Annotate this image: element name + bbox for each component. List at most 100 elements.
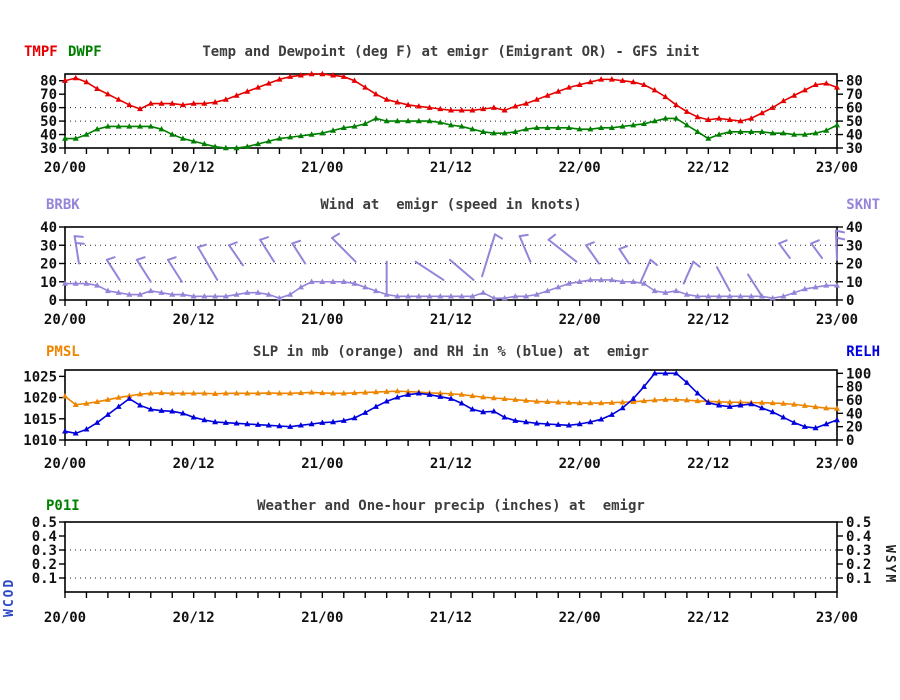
y-tick-label: 30 bbox=[40, 141, 57, 157]
tmpf-marker bbox=[276, 76, 283, 82]
dwpf-marker bbox=[834, 121, 840, 128]
slp-rh-panel-title: SLP in mb (orange) and RH in % (blue) at… bbox=[252, 344, 650, 360]
pmsl-marker bbox=[501, 395, 508, 402]
wind-barb-tick bbox=[518, 233, 529, 238]
y-tick-label: 0.4 bbox=[846, 529, 871, 545]
dwpf-marker bbox=[437, 119, 444, 125]
relh-marker bbox=[662, 370, 669, 376]
pmsl-marker bbox=[437, 390, 444, 396]
y-tick-label: 20 bbox=[40, 257, 57, 273]
wind-barb-staff bbox=[414, 260, 445, 281]
x-tick-label: 20/00 bbox=[44, 610, 86, 626]
x-tick-label: 20/12 bbox=[173, 610, 215, 626]
relh-marker bbox=[308, 420, 315, 427]
relh-marker bbox=[287, 423, 294, 429]
tmpf-marker bbox=[426, 104, 433, 110]
pmsl-marker bbox=[115, 394, 122, 400]
tmpf-marker bbox=[72, 74, 79, 81]
wind-barb-tick bbox=[618, 245, 629, 250]
pmsl-marker bbox=[716, 398, 723, 405]
relh-marker bbox=[694, 390, 701, 396]
sknt-marker bbox=[448, 293, 454, 299]
y-tick-label: 20 bbox=[846, 420, 863, 436]
wind-barb-tick bbox=[74, 242, 85, 245]
relh-marker bbox=[276, 422, 283, 429]
sknt-marker bbox=[598, 276, 605, 283]
tmpf-marker bbox=[705, 116, 712, 122]
tmpf-marker bbox=[104, 90, 111, 97]
sknt-marker bbox=[362, 284, 369, 290]
pmsl-marker bbox=[330, 390, 337, 396]
dwpf-marker bbox=[244, 143, 251, 149]
dwpf-marker bbox=[608, 124, 615, 131]
dwpf-marker bbox=[276, 135, 283, 141]
dwpf-marker bbox=[512, 128, 519, 135]
sknt-marker bbox=[823, 282, 830, 288]
sknt-marker bbox=[340, 278, 347, 284]
x-tick-label: 21/00 bbox=[301, 312, 343, 328]
wind-barb-staff bbox=[259, 238, 276, 263]
tmpf-marker bbox=[147, 100, 154, 106]
sknt-marker bbox=[565, 280, 572, 286]
wind-barb-staff bbox=[639, 258, 652, 283]
dwpf-marker bbox=[705, 135, 712, 141]
x-tick-label: 22/00 bbox=[559, 160, 601, 176]
pmsl-marker bbox=[490, 394, 497, 401]
pmsl-marker bbox=[319, 389, 326, 396]
dwpf-marker bbox=[72, 135, 79, 141]
sknt-marker bbox=[630, 278, 637, 284]
tmpf-marker bbox=[222, 96, 229, 102]
y-tick-label: 0.5 bbox=[32, 515, 57, 531]
sknt-marker bbox=[415, 293, 422, 299]
x-tick-label: 22/00 bbox=[559, 456, 601, 472]
y-tick-label: 40 bbox=[40, 128, 57, 144]
relh-marker bbox=[673, 370, 680, 376]
relh-marker bbox=[83, 426, 90, 432]
y-tick-label: 0.5 bbox=[846, 515, 871, 531]
relh-marker bbox=[340, 417, 347, 423]
tmpf-marker bbox=[372, 90, 379, 97]
relh-marker bbox=[683, 379, 690, 385]
sknt-marker bbox=[83, 280, 90, 286]
y-tick-label: 100 bbox=[846, 366, 871, 382]
pmsl-marker bbox=[801, 402, 808, 408]
pmsl-marker bbox=[255, 390, 261, 396]
tmpf-marker bbox=[83, 78, 90, 85]
dwpf-marker bbox=[190, 138, 197, 144]
sknt-marker bbox=[72, 280, 79, 286]
tmpf-marker bbox=[512, 103, 519, 109]
relh-marker bbox=[490, 408, 497, 414]
pmsl-marker bbox=[448, 390, 454, 396]
pmsl-marker bbox=[726, 399, 733, 405]
dwpf-marker bbox=[372, 115, 379, 121]
tmpf-marker bbox=[555, 88, 562, 94]
tmpf-marker bbox=[619, 77, 626, 83]
dwpf-marker bbox=[673, 115, 680, 121]
tmpf-marker bbox=[94, 85, 101, 91]
relh-marker bbox=[758, 404, 765, 411]
pmsl-marker bbox=[608, 399, 615, 405]
x-tick-label: 21/00 bbox=[301, 610, 343, 626]
x-tick-label: 23/00 bbox=[816, 312, 858, 328]
y-tick-label: 1020 bbox=[23, 391, 57, 407]
relh-marker bbox=[565, 422, 572, 428]
relh-marker bbox=[169, 408, 176, 414]
dwpf-marker bbox=[340, 124, 347, 131]
tmpf-marker bbox=[716, 115, 723, 121]
relh-marker bbox=[512, 417, 519, 423]
wind-barb-staff bbox=[330, 236, 357, 263]
tmpf-marker bbox=[523, 100, 530, 106]
y-tick-label: 0.3 bbox=[846, 543, 871, 559]
tmpf-marker bbox=[458, 107, 465, 113]
relh-marker bbox=[726, 403, 733, 409]
wind-barb-tick bbox=[105, 256, 116, 261]
pmsl-marker bbox=[179, 390, 186, 396]
dwpf-marker bbox=[137, 123, 144, 129]
dwpf-marker bbox=[94, 125, 101, 132]
sknt-marker bbox=[222, 293, 229, 299]
tmpf-marker bbox=[834, 84, 840, 90]
wind-barb-staff bbox=[834, 229, 838, 261]
wind-barb-tick bbox=[259, 236, 269, 241]
sknt-marker bbox=[94, 282, 101, 288]
